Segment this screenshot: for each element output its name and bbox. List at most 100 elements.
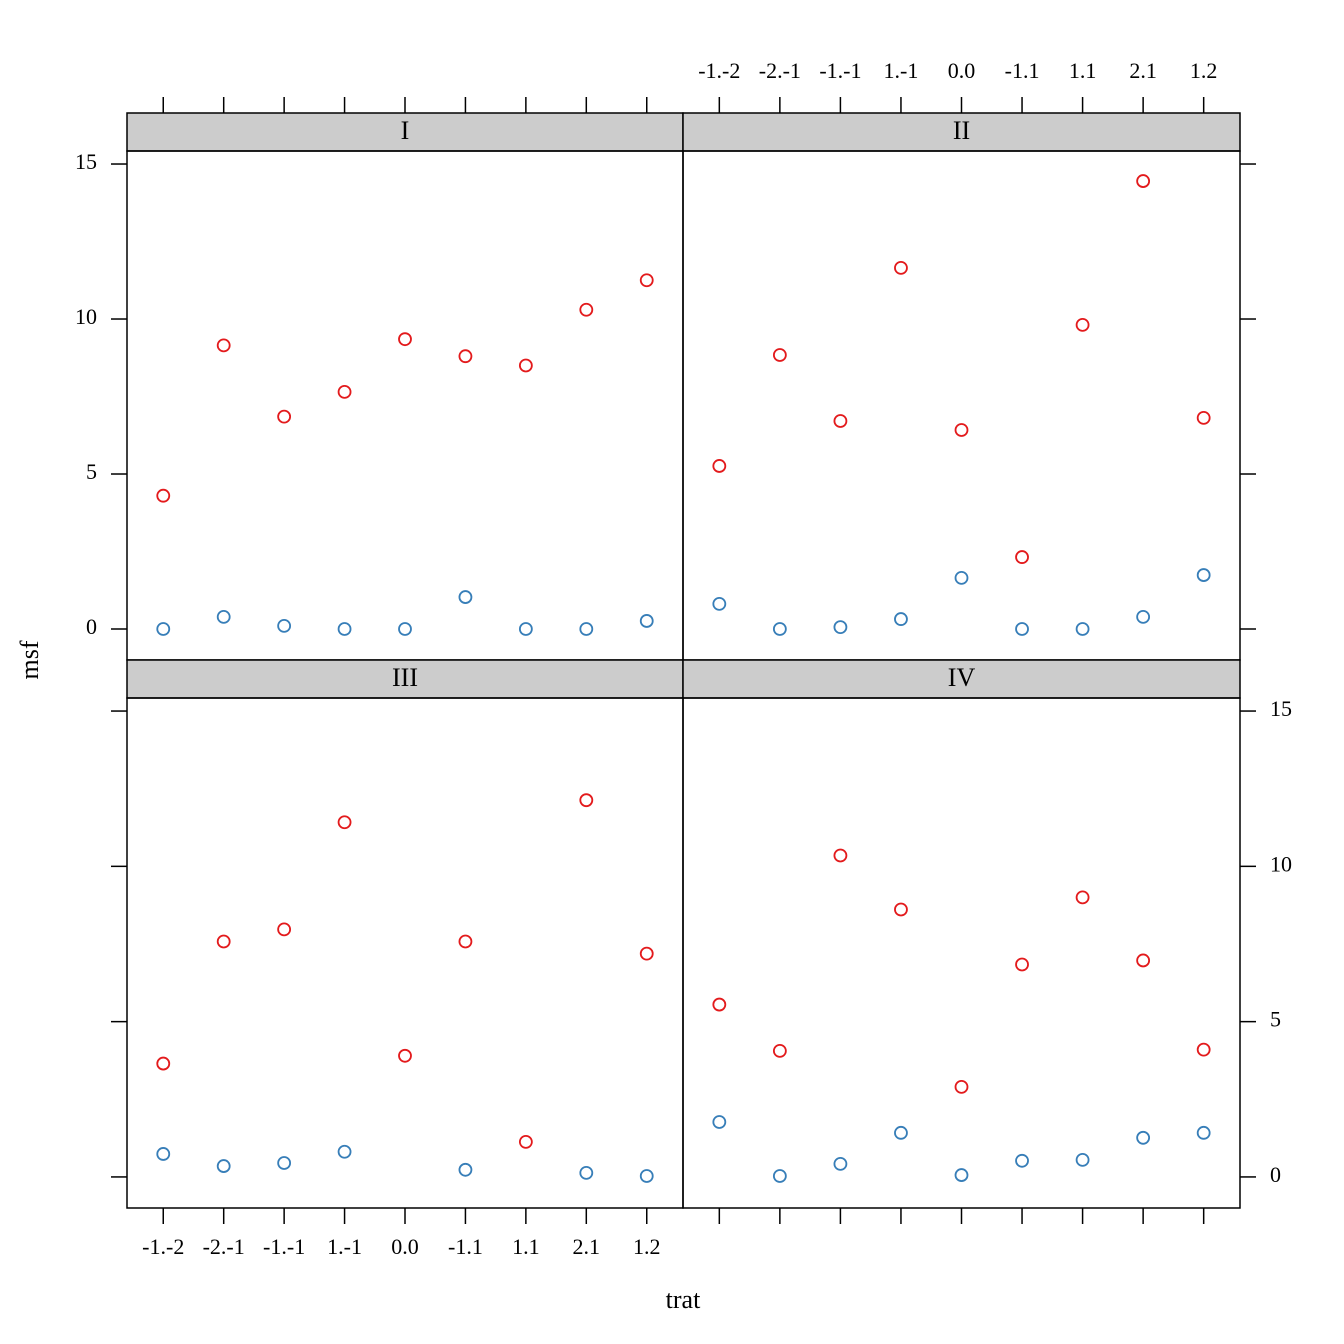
- strip-label: II: [953, 116, 970, 145]
- strip-label: I: [401, 116, 410, 145]
- point: [458, 1162, 473, 1177]
- y-tick-label: 0: [1270, 1162, 1281, 1187]
- point: [277, 619, 292, 633]
- x-tick-label: -2.-1: [203, 1234, 245, 1259]
- x-tick-label: 0.0: [391, 1234, 419, 1259]
- point: [894, 902, 908, 917]
- point: [1075, 890, 1090, 905]
- point: [712, 997, 727, 1012]
- y-tick-label: 10: [75, 304, 97, 329]
- x-tick-label: 2.1: [1129, 58, 1157, 83]
- point: [156, 1056, 171, 1071]
- point: [1136, 174, 1151, 188]
- point: [833, 620, 848, 635]
- point: [1075, 1152, 1090, 1167]
- y-axis-label: msf: [15, 640, 44, 679]
- x-tick-label: -1.-2: [698, 58, 740, 83]
- y-tick-label: 5: [86, 459, 97, 484]
- point: [894, 612, 908, 626]
- point: [772, 1043, 787, 1058]
- strip-label: III: [392, 663, 418, 692]
- x-tick-label: 1.-1: [884, 58, 919, 83]
- point: [1075, 318, 1090, 332]
- point: [579, 302, 594, 317]
- point: [216, 610, 231, 624]
- point: [639, 614, 654, 628]
- point: [518, 358, 533, 373]
- x-tick-label: -1.1: [448, 1234, 483, 1259]
- panel: [682, 697, 1241, 1209]
- point: [894, 1125, 908, 1140]
- point: [277, 1156, 292, 1170]
- point: [579, 1166, 594, 1180]
- point: [518, 622, 533, 636]
- point: [954, 1168, 969, 1182]
- point: [712, 459, 727, 473]
- point: [337, 384, 352, 399]
- point: [579, 622, 594, 636]
- point: [954, 570, 969, 585]
- point: [1015, 1153, 1029, 1168]
- x-tick-label: -1.-1: [263, 1234, 305, 1259]
- point: [1196, 410, 1211, 425]
- point: [772, 348, 787, 362]
- y-tick-label: 5: [1270, 1007, 1281, 1032]
- point: [1015, 550, 1029, 564]
- point: [337, 1144, 352, 1159]
- x-tick-label: 1.1: [512, 1234, 540, 1259]
- panel: [126, 697, 684, 1209]
- point: [277, 409, 292, 424]
- x-tick-label: 1.-1: [327, 1234, 362, 1259]
- x-tick-label: -1.1: [1005, 58, 1040, 83]
- point: [954, 423, 969, 437]
- point: [156, 488, 171, 503]
- point: [833, 1156, 848, 1171]
- point: [772, 1169, 787, 1183]
- x-tick-label: 0.0: [948, 58, 976, 83]
- point: [277, 922, 292, 937]
- x-axis-label: trat: [666, 1285, 701, 1314]
- x-tick-label: 2.1: [573, 1234, 601, 1259]
- point: [518, 1134, 533, 1149]
- x-tick-label: -1.-1: [819, 58, 861, 83]
- point: [1196, 1125, 1211, 1140]
- point: [216, 338, 231, 353]
- point: [712, 596, 727, 611]
- point: [216, 1159, 231, 1173]
- point: [458, 590, 473, 604]
- point: [337, 815, 352, 830]
- point: [1136, 1130, 1151, 1145]
- strip: [126, 112, 684, 152]
- x-tick-label: 1.2: [633, 1234, 661, 1259]
- point: [1015, 957, 1029, 972]
- point: [1136, 610, 1151, 624]
- point: [833, 848, 848, 863]
- point: [337, 622, 352, 636]
- y-tick-label: 10: [1270, 851, 1292, 876]
- point: [639, 1169, 654, 1183]
- point: [833, 414, 848, 428]
- point: [216, 934, 231, 949]
- point: [894, 260, 908, 275]
- point: [712, 1115, 727, 1129]
- point: [1196, 1042, 1211, 1057]
- point: [1075, 622, 1090, 636]
- y-tick-label: 15: [1270, 696, 1292, 721]
- point: [579, 793, 594, 808]
- point: [398, 622, 412, 636]
- panel: [126, 150, 684, 661]
- point: [772, 622, 787, 636]
- y-tick-label: 15: [75, 149, 97, 174]
- y-tick-label: 0: [86, 614, 97, 639]
- point: [639, 946, 654, 961]
- x-tick-label: -1.-2: [142, 1234, 184, 1259]
- point: [398, 332, 412, 347]
- point: [458, 349, 473, 364]
- x-tick-label: -2.-1: [759, 58, 801, 83]
- point: [1015, 622, 1029, 636]
- point: [156, 1147, 171, 1161]
- point: [954, 1079, 969, 1094]
- point: [1136, 953, 1151, 968]
- point: [1196, 568, 1211, 582]
